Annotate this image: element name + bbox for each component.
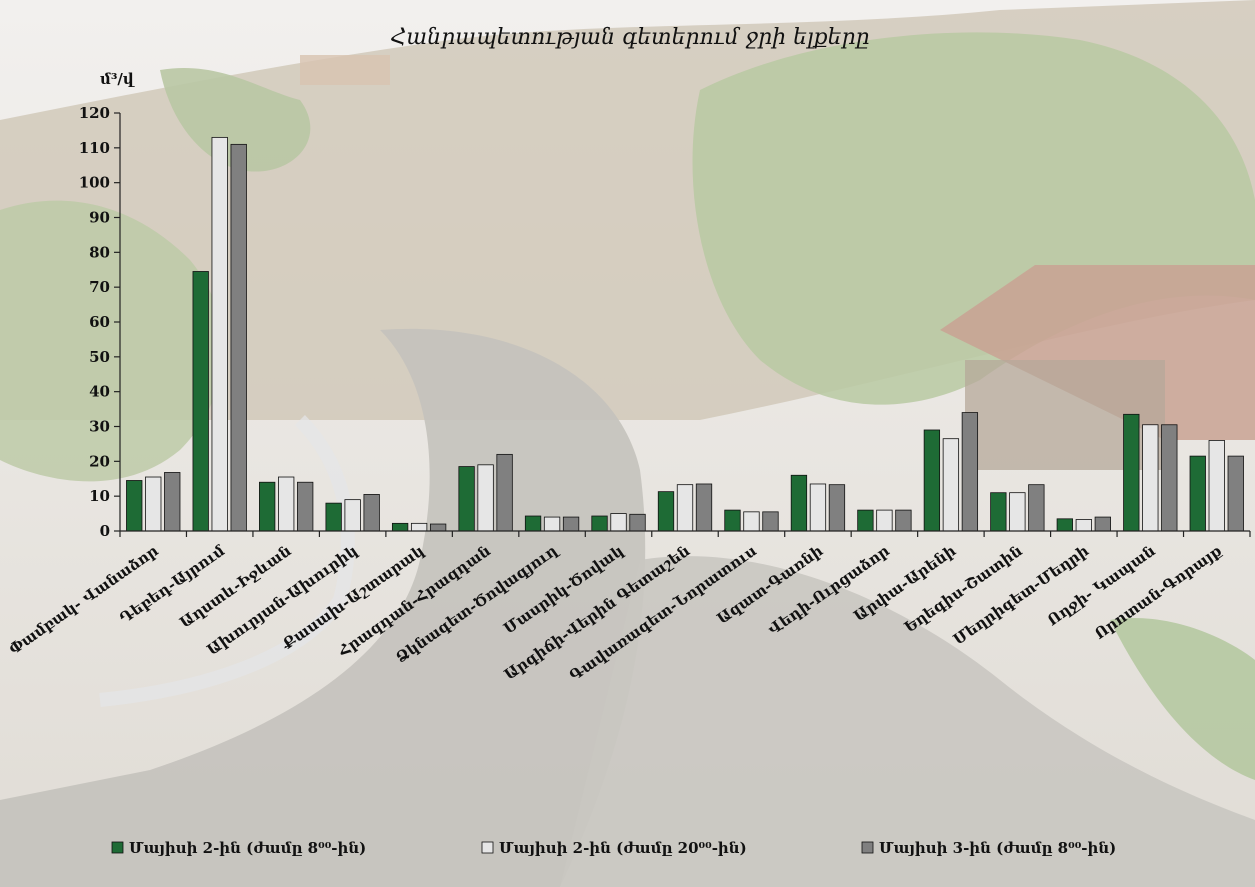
bar [1227, 455, 1244, 532]
bar [942, 438, 960, 532]
bar [230, 143, 247, 532]
bar [1123, 413, 1140, 532]
legend-label: Մայիսի 2-ին (ժամը 8⁰⁰-ին) [129, 839, 366, 857]
bar [1009, 492, 1026, 532]
x-tick-label: Ողջի- Կապան [1044, 541, 1159, 629]
bar [145, 476, 162, 532]
legend-swatch [861, 841, 874, 854]
y-tick-label: 30 [89, 418, 110, 436]
bar [562, 516, 580, 532]
bar [297, 481, 314, 532]
bar [1056, 518, 1073, 532]
legend-label: Մայիսի 2-ին (ժամը 20⁰⁰-ին) [499, 839, 747, 857]
bar [629, 513, 646, 532]
bar [477, 464, 494, 532]
bar [743, 511, 760, 532]
bar [344, 499, 361, 532]
y-tick-label: 60 [89, 313, 110, 331]
bar [876, 509, 893, 532]
bar [1075, 519, 1092, 532]
x-tick-label: Եղեգիս-Շատին [901, 541, 1026, 636]
bar [961, 412, 979, 532]
bar [410, 522, 428, 532]
y-tick-label: 120 [79, 104, 110, 122]
bar [762, 511, 779, 532]
bar [657, 491, 675, 532]
bar [1028, 484, 1045, 532]
bar [543, 516, 561, 532]
bar [192, 271, 209, 532]
legend-swatch [111, 841, 124, 854]
bar [724, 509, 741, 532]
bar [429, 523, 447, 532]
bar [790, 474, 808, 532]
chart-title: Հանրապետության գետերում ջրի ելքերը [390, 25, 869, 50]
y-tick-label: 80 [89, 243, 110, 261]
bar [524, 515, 542, 532]
bar [1161, 424, 1178, 532]
y-tick-label: 100 [79, 174, 110, 192]
legend: Մայիսի 2-ին (ժամը 8⁰⁰-ին) Մայիսի 2-ին (ժա… [111, 839, 1116, 857]
y-tick-label: 90 [89, 209, 110, 227]
bar [325, 502, 342, 532]
y-tick-label: 50 [89, 348, 110, 366]
y-tick-label: 70 [89, 278, 110, 296]
y-axis-unit-label: մ³/վ [100, 70, 135, 88]
bar [1094, 516, 1111, 532]
x-tick-label: Վեդի-Ուրցաձոր [765, 541, 893, 638]
y-tick-label: 110 [79, 139, 110, 157]
bar [363, 494, 380, 532]
y-tick-label: 0 [100, 522, 110, 540]
bar [126, 480, 143, 532]
bar [895, 509, 912, 532]
bar [857, 509, 874, 532]
bar [809, 483, 827, 532]
legend-swatch [481, 841, 494, 854]
bar [391, 522, 409, 532]
x-tick-label: Որոտան-Գորայք [1091, 542, 1225, 643]
bar [695, 483, 713, 532]
legend-label: Մայիսի 3-ին (ժամը 8⁰⁰-ին) [879, 839, 1116, 857]
bars-group [126, 136, 1244, 532]
y-tick-label: 10 [89, 487, 110, 505]
bar [259, 481, 276, 532]
y-axis: 0 10 20 30 40 50 60 70 80 90 100 110 120 [79, 104, 121, 540]
bar [1142, 424, 1159, 532]
x-axis: Փամբակ- ՎանաձորԴեբեդ-ԱյրումԱղստև-ԻջևանԱխ… [6, 530, 1251, 685]
bar [990, 492, 1007, 532]
bar [164, 472, 181, 532]
bar [278, 476, 295, 532]
y-tick-label: 20 [89, 452, 110, 470]
bar [1189, 455, 1206, 532]
x-tick-label: Աղստև-Իջևան [176, 541, 294, 631]
y-tick-label: 40 [89, 383, 110, 401]
bar [496, 453, 513, 532]
bar [828, 484, 846, 532]
bar [1208, 440, 1225, 532]
bar [676, 484, 694, 532]
x-tick-label: Մասրիկ-Ծովակ [500, 541, 627, 637]
bar [591, 515, 608, 532]
bar [458, 466, 475, 532]
bar [610, 513, 627, 532]
bar [211, 136, 228, 532]
bar [923, 429, 941, 532]
